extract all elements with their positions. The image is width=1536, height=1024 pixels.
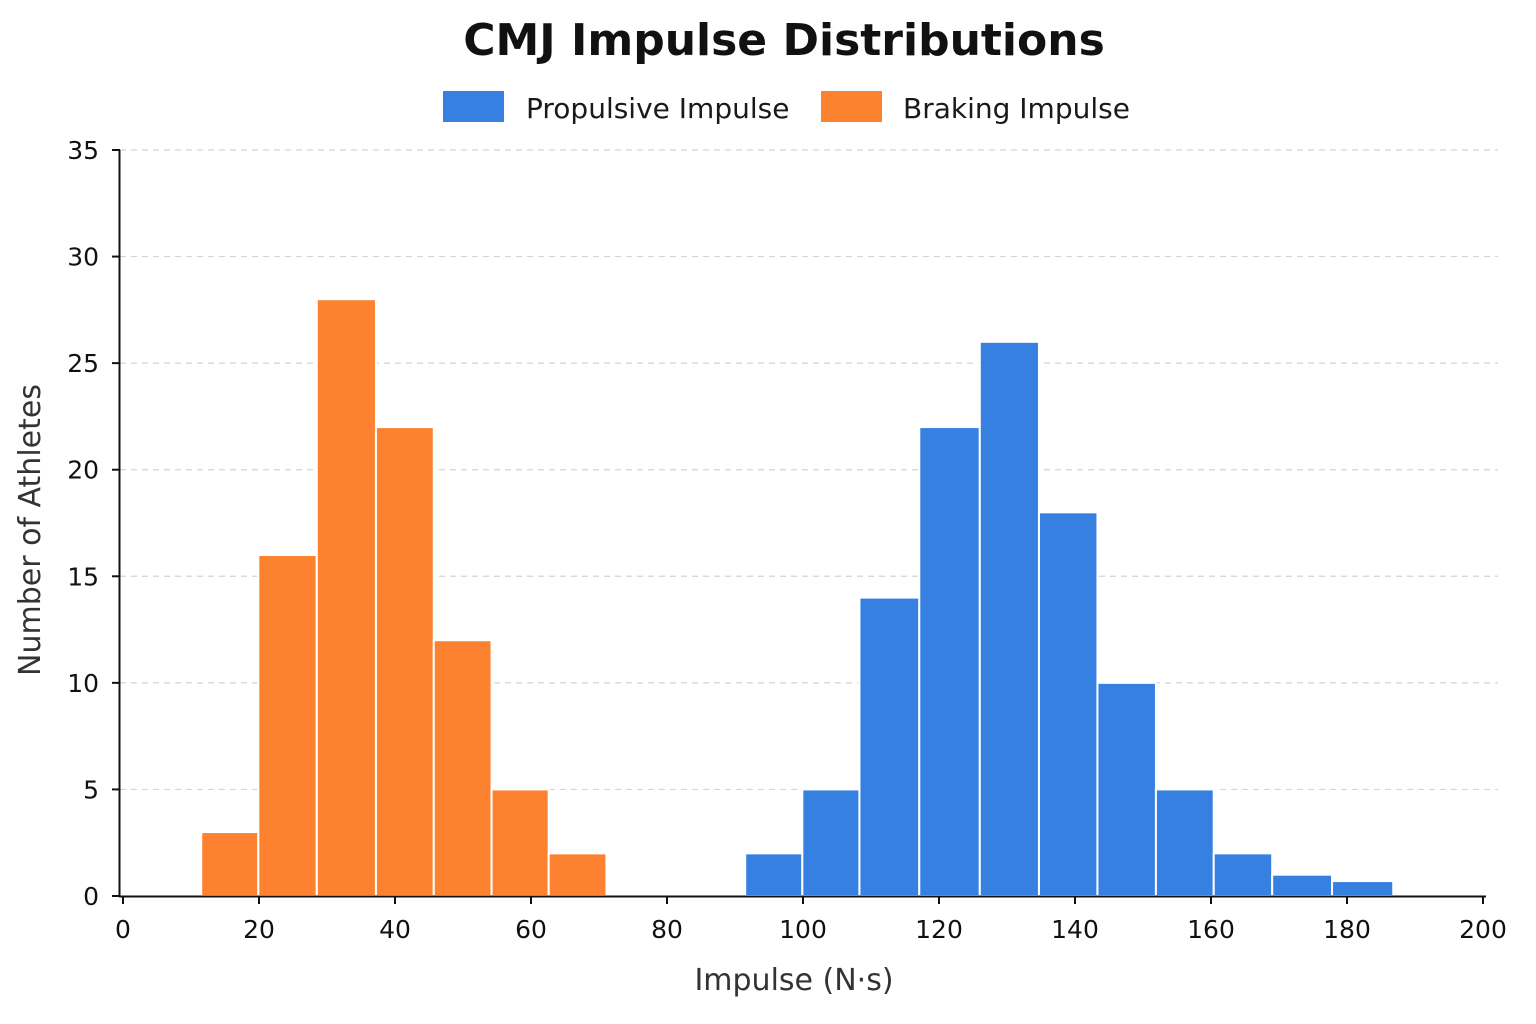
x-axis-label: Impulse (N·s) <box>694 963 893 998</box>
x-tick-label-160: 160 <box>1187 915 1235 944</box>
tick-labels: 0 5 10 15 20 25 30 35 0 20 40 60 80 100 120 140 160 180 20… <box>67 136 1507 944</box>
bar-propulsive-5 <box>1037 511 1099 897</box>
y-tick-label-0: 0 <box>83 882 99 911</box>
bar-propulsive-2 <box>858 596 921 897</box>
bar-propulsive-9 <box>1271 873 1334 898</box>
x-tick-label-120: 120 <box>915 915 963 944</box>
bar-propulsive-1 <box>801 788 861 898</box>
legend: Propulsive Impulse Braking Impulse <box>443 91 1130 125</box>
bar-propulsive-4 <box>978 340 1040 898</box>
bar-propulsive-6 <box>1096 681 1157 897</box>
bar-propulsive-8 <box>1212 852 1274 897</box>
bar-braking-2 <box>315 298 377 897</box>
bar-braking-0 <box>200 831 260 897</box>
x-tick-label-140: 140 <box>1051 915 1099 944</box>
bar-propulsive-10 <box>1331 880 1395 898</box>
y-axis-label: Number of Athletes <box>13 384 48 676</box>
y-tick-label-30: 30 <box>67 243 99 272</box>
bars <box>200 298 1395 898</box>
x-tick-label-200: 200 <box>1459 915 1507 944</box>
legend-swatch-braking <box>821 91 882 122</box>
y-tick-label-35: 35 <box>67 136 99 165</box>
y-tick-label-15: 15 <box>67 562 99 591</box>
bar-propulsive-3 <box>918 426 981 897</box>
legend-swatch-propulsive <box>443 91 504 122</box>
bar-braking-1 <box>257 553 318 897</box>
bar-braking-3 <box>374 426 435 897</box>
bar-braking-4 <box>432 639 493 897</box>
bar-braking-6 <box>547 852 608 897</box>
x-tick-label-100: 100 <box>779 915 827 944</box>
x-tick-label-80: 80 <box>651 915 683 944</box>
x-tick-label-20: 20 <box>243 915 275 944</box>
x-tick-label-40: 40 <box>379 915 411 944</box>
y-tick-label-25: 25 <box>67 349 99 378</box>
bar-propulsive-7 <box>1154 788 1215 898</box>
legend-label-propulsive: Propulsive Impulse <box>526 92 789 125</box>
x-tick-label-0: 0 <box>115 915 131 944</box>
chart-title: CMJ Impulse Distributions <box>463 15 1105 66</box>
legend-label-braking: Braking Impulse <box>903 92 1130 125</box>
grid-lines <box>120 149 1498 791</box>
bar-propulsive-0 <box>744 852 804 897</box>
y-tick-label-10: 10 <box>67 669 99 698</box>
y-tick-label-20: 20 <box>67 456 99 485</box>
y-tick-label-5: 5 <box>83 775 99 804</box>
x-tick-label-180: 180 <box>1323 915 1371 944</box>
x-tick-label-60: 60 <box>515 915 547 944</box>
bar-braking-5 <box>490 788 550 898</box>
